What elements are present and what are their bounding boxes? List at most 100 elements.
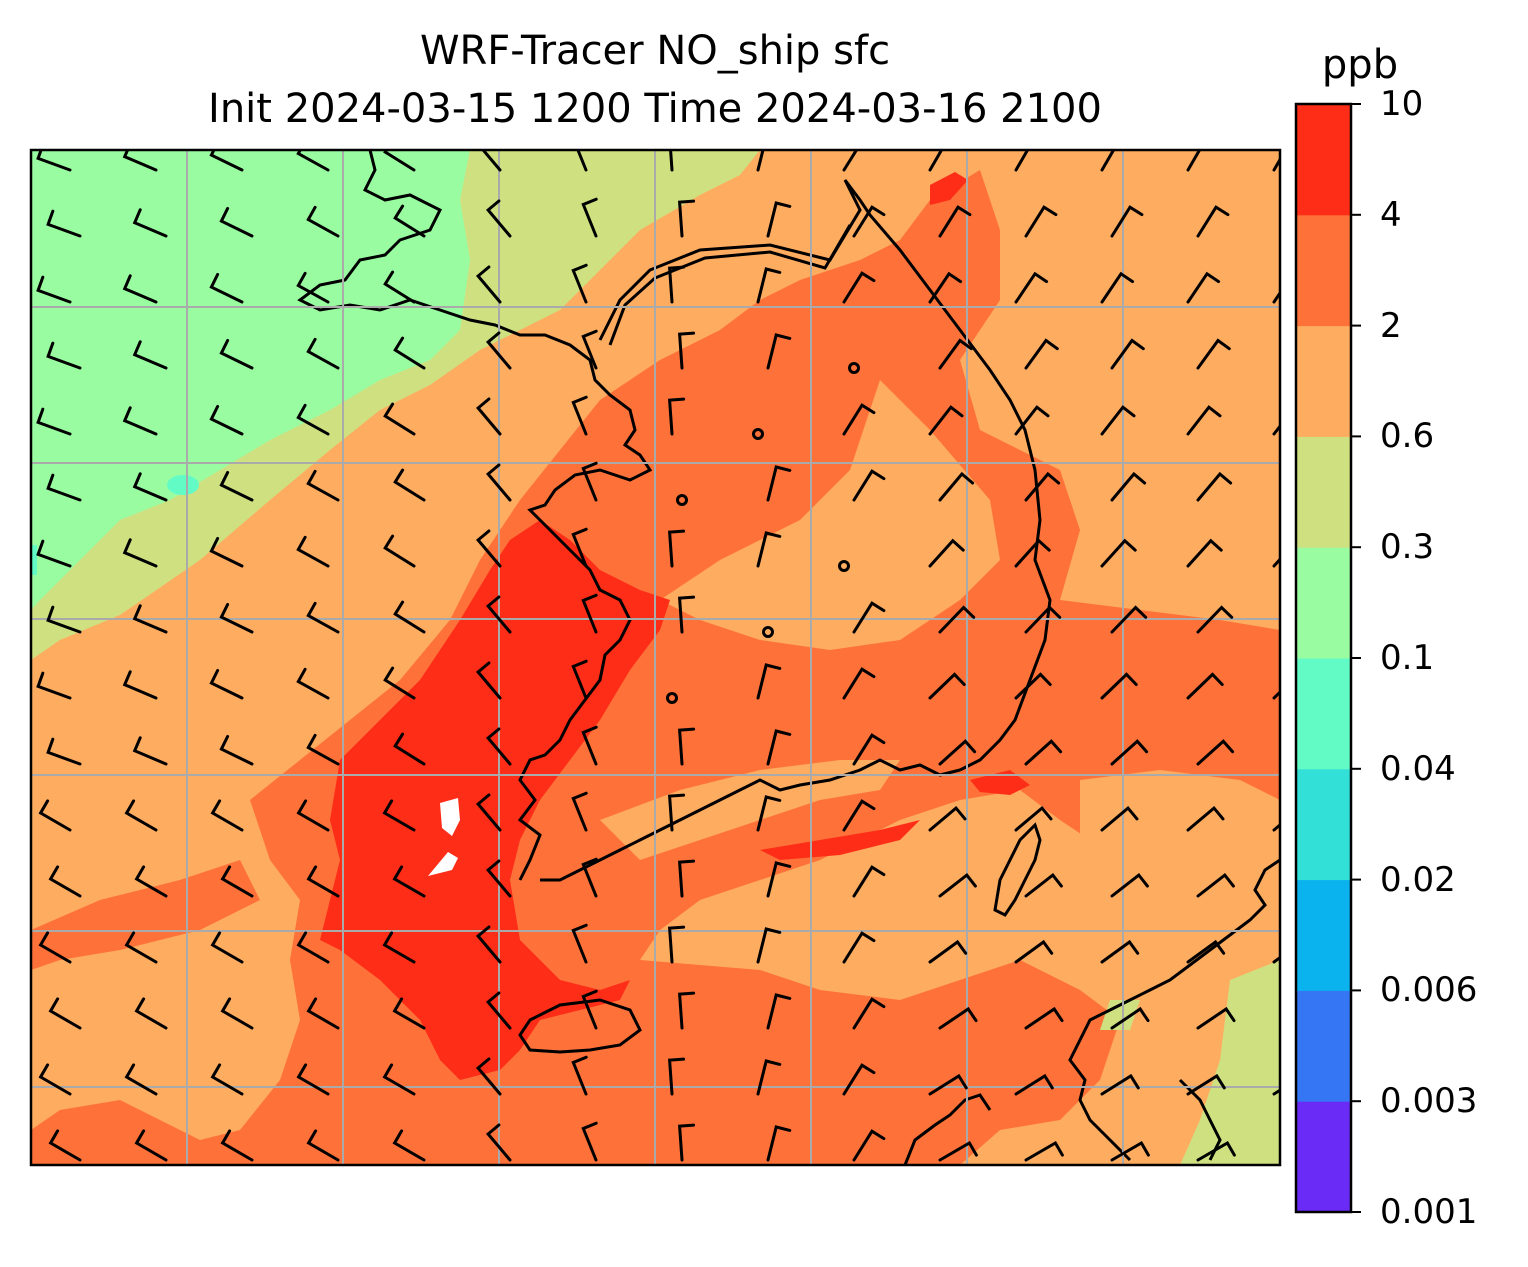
wind-barb (485, 991, 512, 1030)
wind-barb (382, 799, 416, 832)
map-frame (29, 148, 1282, 1167)
colorbar-segment (1296, 325, 1351, 437)
wind-barb (576, 150, 588, 172)
wind-barb (756, 1059, 782, 1096)
colorbar-tick-label: 0.6 (1380, 416, 1435, 457)
wind-barb (677, 991, 696, 1030)
wind-barb (852, 601, 886, 634)
wind-barb (571, 791, 588, 832)
wind-barb (1100, 538, 1137, 568)
wind-barb (296, 799, 330, 832)
wind-barb (1024, 471, 1061, 502)
wind-barb (393, 468, 426, 502)
wind-barb (485, 331, 512, 370)
wind-barb (296, 1063, 330, 1096)
colorbar-segment (1296, 214, 1351, 327)
wind-barb (36, 275, 72, 304)
wind-barb (481, 150, 502, 172)
wind-barb (382, 1063, 416, 1096)
wind-barb (581, 1121, 598, 1162)
wind-barb (928, 150, 944, 172)
wind-barb (669, 150, 674, 172)
wind-barb (132, 604, 168, 634)
wind-barb (667, 397, 686, 436)
wind-barb (46, 473, 82, 502)
wind-barb (306, 469, 340, 502)
wind-barb (667, 793, 686, 832)
wind-barb (842, 799, 876, 832)
colorbar-segment (1296, 990, 1351, 1102)
wind-barb-calm (838, 560, 850, 572)
wind-barb-calm (676, 494, 688, 506)
wind-barb (1024, 739, 1063, 766)
wind-barb (581, 197, 598, 238)
wind-barb (36, 671, 72, 700)
missing-data-patch-1 (440, 798, 460, 836)
wind-barb (383, 402, 416, 436)
wind-barb (1014, 672, 1052, 700)
wind-barb (1014, 805, 1053, 832)
wind-barb (475, 265, 502, 304)
wind-barb (122, 670, 158, 700)
wind-barb-calm (666, 692, 678, 704)
wind-barb (124, 931, 158, 964)
wind-barb (306, 1129, 340, 1162)
wind-barb (1024, 1140, 1064, 1162)
wind-barb (756, 150, 765, 172)
wind-barb (1110, 471, 1147, 502)
wind-barb (756, 795, 782, 832)
wind-barb (1186, 405, 1222, 436)
wind-barb (1186, 150, 1202, 172)
colorbar-segment (1296, 547, 1351, 659)
field-0.04-0.1-patch (167, 475, 199, 495)
wind-barb (296, 150, 330, 172)
wind-barb (928, 405, 964, 436)
wind-barb (219, 339, 254, 370)
wind-barb (756, 531, 782, 568)
wind-barb (1110, 605, 1148, 634)
colorbar-tick-label: 4 (1380, 194, 1402, 235)
wind-barb (667, 529, 686, 568)
wind-barb (485, 1123, 512, 1162)
wind-barb (571, 659, 588, 700)
colorbar-segment (1296, 658, 1351, 770)
wind-barb (1014, 1073, 1054, 1096)
wind-barb (928, 939, 968, 964)
wind-barb (475, 1057, 502, 1096)
wind-barb (756, 927, 782, 964)
wind-barb (1196, 872, 1235, 898)
colorbar-segment (1296, 879, 1351, 991)
wind-barb (571, 527, 588, 568)
wind-barb (938, 1140, 978, 1162)
wind-barb (132, 736, 168, 766)
wind-barb (667, 265, 686, 304)
wind-barb (393, 732, 426, 766)
wind-barb (132, 208, 168, 238)
wind-barb (1186, 939, 1226, 964)
wind-barb (581, 857, 598, 898)
wind-barb (209, 669, 244, 700)
wind-barb (938, 338, 973, 370)
wind-barb (134, 865, 168, 898)
wind-barb (1110, 1006, 1150, 1030)
wind-barb (124, 799, 158, 832)
wind-barb (928, 1073, 968, 1096)
wind-barb (1014, 271, 1049, 304)
wind-barb (756, 267, 782, 304)
coastline-south (540, 758, 961, 882)
wind-barb (485, 199, 512, 238)
wind-barb (842, 403, 876, 436)
wind-barb (210, 931, 244, 964)
wind-barb (766, 1125, 792, 1162)
wind-barb (122, 150, 158, 172)
wind-barb (122, 406, 158, 436)
wind-barb (852, 733, 886, 766)
wind-barb (677, 859, 696, 898)
wind-barbs (36, 150, 1280, 1162)
wind-barb (485, 463, 512, 502)
wind-barb (1100, 939, 1140, 964)
wind-barb (1100, 1073, 1140, 1096)
wind-barb (306, 205, 340, 238)
field-0.3-0.6-patch-east (1100, 1000, 1140, 1030)
